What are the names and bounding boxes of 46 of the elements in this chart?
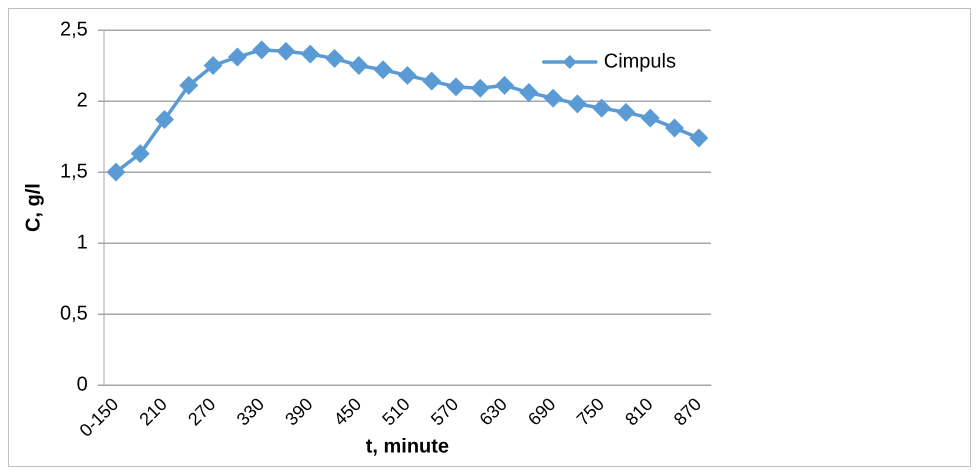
point (544, 89, 562, 107)
point (156, 110, 174, 128)
x-tick-label: 510 (378, 394, 414, 430)
point (642, 109, 660, 127)
point (180, 76, 198, 94)
x-tick-label: 810 (621, 394, 657, 430)
y-tick-label: 1 (76, 232, 88, 254)
x-tick-label: 390 (281, 394, 317, 430)
x-tick-label: 750 (572, 394, 608, 430)
point (690, 129, 708, 147)
point (277, 42, 295, 60)
point (520, 84, 538, 102)
point (252, 41, 270, 59)
point (592, 99, 610, 117)
x-tick-label: 330 (232, 394, 268, 430)
point (398, 66, 416, 84)
y-tick-label: 1,5 (60, 160, 88, 183)
point (666, 119, 684, 137)
point (447, 78, 465, 96)
legend-label: Cimpuls (604, 50, 676, 73)
point (204, 56, 222, 74)
point (302, 45, 319, 63)
x-tick-label: 270 (184, 394, 220, 430)
point (568, 95, 586, 113)
point (107, 163, 125, 181)
x-tick-label: 690 (524, 394, 560, 430)
x-tick-label: 630 (476, 394, 511, 430)
y-tick-label: 0 (76, 374, 88, 396)
point (472, 80, 490, 97)
point (326, 50, 344, 68)
point (228, 48, 246, 66)
point (131, 144, 149, 162)
point (617, 104, 635, 122)
y-tick-label: 2,5 (60, 18, 88, 41)
x-tick-label: 210 (135, 394, 171, 430)
point (374, 61, 392, 79)
y-axis-title: C, g/l (22, 183, 45, 232)
point (496, 76, 514, 94)
y-tick-label: 2 (76, 90, 88, 112)
point (422, 72, 440, 90)
y-tick-label: 0,5 (60, 302, 88, 325)
x-axis-title: t, minute (366, 436, 450, 458)
x-tick-label: 450 (330, 394, 366, 430)
x-tick-label: 870 (670, 394, 706, 430)
point (350, 56, 368, 74)
x-tick-label: 570 (426, 394, 462, 430)
